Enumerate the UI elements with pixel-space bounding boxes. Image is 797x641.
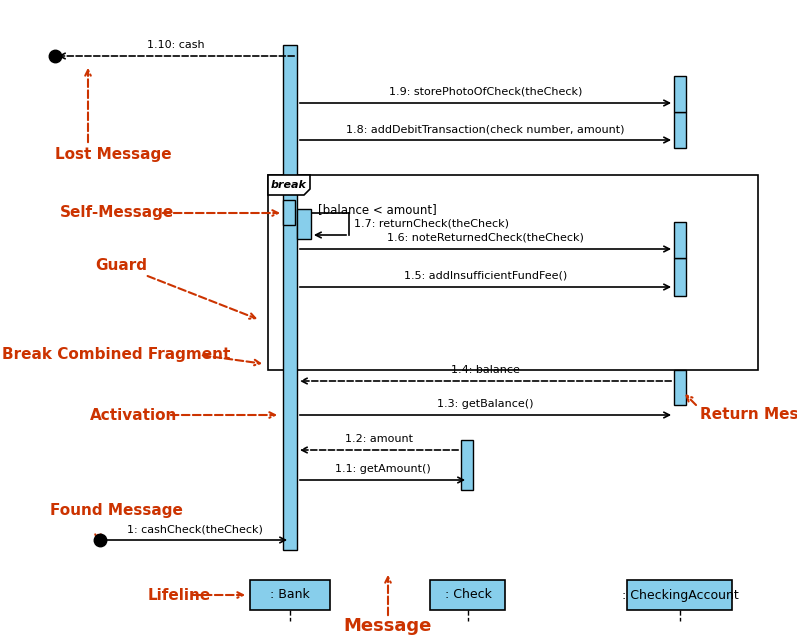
FancyBboxPatch shape — [627, 580, 732, 610]
Text: Lifeline: Lifeline — [148, 588, 211, 603]
FancyBboxPatch shape — [674, 112, 686, 148]
Text: Self-Message: Self-Message — [60, 206, 175, 221]
Text: 1.9: storePhotoOfCheck(theCheck): 1.9: storePhotoOfCheck(theCheck) — [389, 87, 582, 97]
Text: 1.3: getBalance(): 1.3: getBalance() — [438, 399, 534, 409]
Text: 1.1: getAmount(): 1.1: getAmount() — [335, 464, 430, 474]
Text: 1.4: balance: 1.4: balance — [451, 365, 520, 375]
FancyBboxPatch shape — [674, 258, 686, 296]
Polygon shape — [268, 175, 310, 195]
FancyBboxPatch shape — [674, 370, 686, 405]
FancyBboxPatch shape — [268, 175, 758, 370]
Text: Guard: Guard — [95, 258, 147, 272]
FancyBboxPatch shape — [674, 76, 686, 112]
FancyBboxPatch shape — [283, 200, 295, 225]
Text: 1.10: cash: 1.10: cash — [147, 40, 205, 50]
FancyBboxPatch shape — [297, 209, 311, 239]
FancyBboxPatch shape — [430, 580, 505, 610]
Text: Found Message: Found Message — [50, 503, 183, 517]
Text: Message: Message — [344, 617, 432, 635]
Text: 1.5: addInsufficientFundFee(): 1.5: addInsufficientFundFee() — [404, 271, 567, 281]
FancyBboxPatch shape — [674, 222, 686, 258]
Text: Activation: Activation — [90, 408, 178, 422]
Text: : Bank: : Bank — [270, 588, 310, 601]
Text: : CheckingAccount: : CheckingAccount — [622, 588, 738, 601]
Text: : Check: : Check — [445, 588, 492, 601]
FancyBboxPatch shape — [283, 45, 297, 550]
Text: Lost Message: Lost Message — [55, 147, 171, 163]
Text: 1.6: noteReturnedCheck(theCheck): 1.6: noteReturnedCheck(theCheck) — [387, 233, 584, 243]
Text: [balance < amount]: [balance < amount] — [318, 203, 437, 217]
Text: Return Message: Return Message — [700, 408, 797, 422]
Text: 1.7: returnCheck(theCheck): 1.7: returnCheck(theCheck) — [354, 219, 509, 229]
FancyBboxPatch shape — [461, 440, 473, 490]
Text: 1.2: amount: 1.2: amount — [345, 434, 413, 444]
FancyBboxPatch shape — [250, 580, 330, 610]
Text: 1: cashCheck(theCheck): 1: cashCheck(theCheck) — [127, 524, 263, 534]
Text: Break Combined Fragment: Break Combined Fragment — [2, 347, 230, 363]
Text: break: break — [271, 180, 307, 190]
Text: 1.8: addDebitTransaction(check number, amount): 1.8: addDebitTransaction(check number, a… — [346, 124, 625, 134]
